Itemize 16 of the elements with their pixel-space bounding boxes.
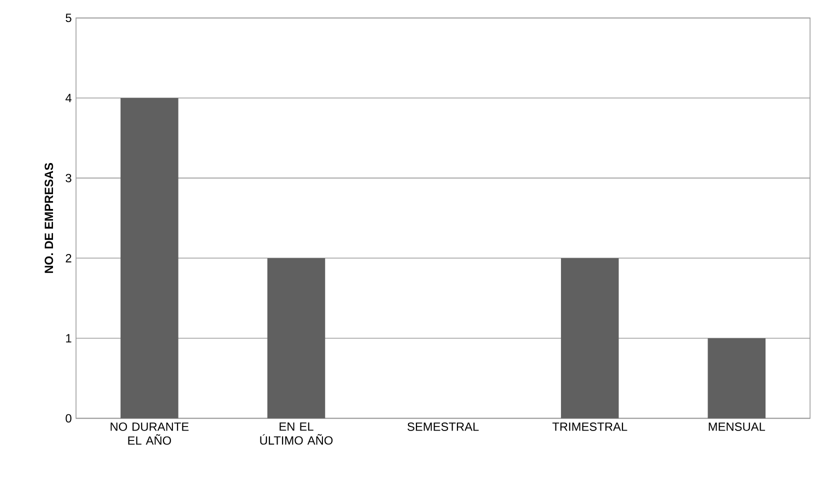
bar	[708, 338, 766, 418]
y-tick-label: 4	[66, 94, 72, 102]
bar	[120, 98, 178, 418]
y-tick-label: 2	[66, 254, 72, 262]
bar	[560, 258, 619, 418]
x-tick-label: SEMESTRAL	[408, 422, 479, 431]
y-tick-label: 0	[66, 414, 72, 423]
x-tick-label: MENSUAL	[708, 422, 766, 431]
x-tick-label: NO DURANTE EL AÑO	[110, 422, 189, 445]
y-tick-label: 3	[66, 174, 72, 182]
y-tick-label: 1	[66, 334, 72, 342]
bar	[267, 258, 326, 418]
y-tick-label: 5	[66, 14, 72, 22]
y-axis-title: NO. DE EMPRESAS	[44, 163, 54, 273]
x-tick-label: TRIMESTRAL	[552, 422, 628, 431]
x-tick-label: EN EL ÚLTIMO AÑO	[260, 422, 333, 445]
